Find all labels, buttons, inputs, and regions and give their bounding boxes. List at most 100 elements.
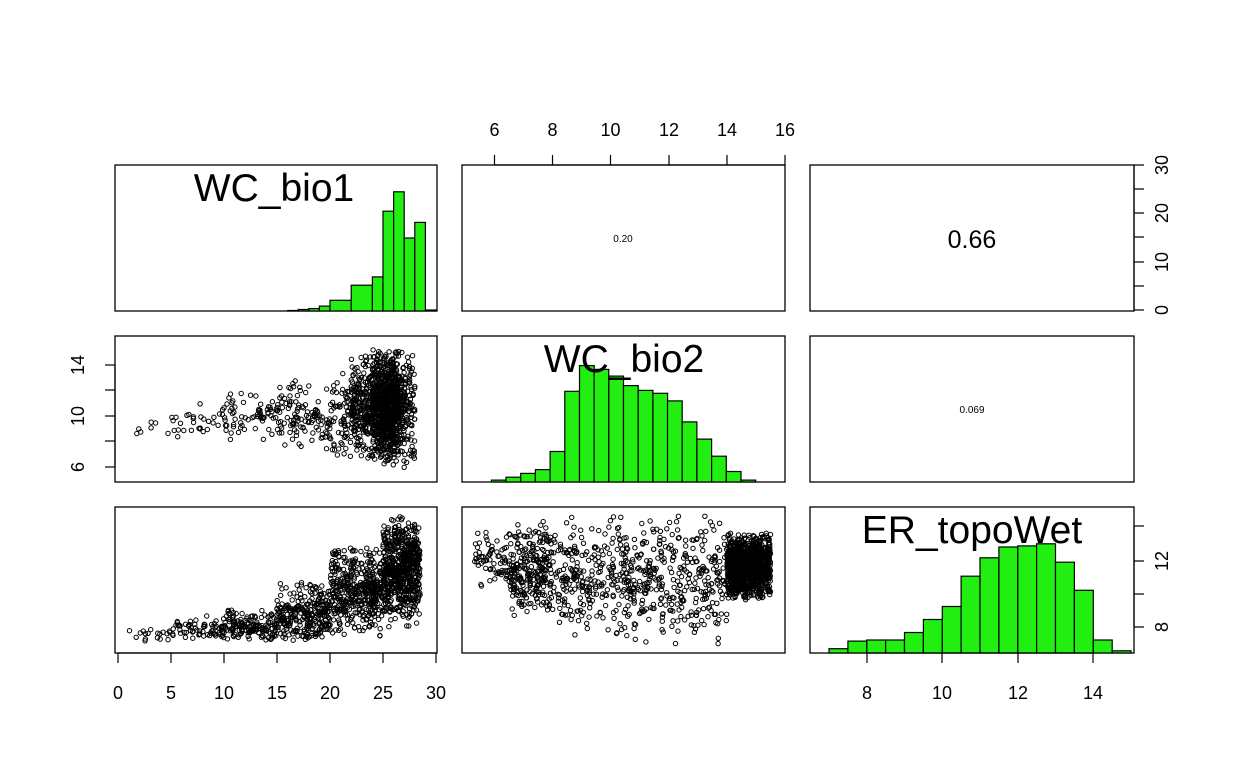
scatter-point bbox=[375, 611, 382, 617]
scatter-point bbox=[650, 605, 656, 612]
scatter-point bbox=[410, 391, 416, 397]
scatter-point bbox=[370, 426, 376, 433]
scatter-point bbox=[173, 622, 179, 628]
scatter-point bbox=[277, 384, 283, 391]
scatter-point bbox=[571, 524, 577, 530]
scatter-point bbox=[358, 453, 364, 459]
scatter-point bbox=[320, 434, 326, 441]
scatter-point bbox=[344, 575, 351, 582]
scatter-point bbox=[290, 380, 296, 387]
scatter-point bbox=[540, 583, 547, 590]
scatter-point bbox=[513, 534, 519, 540]
scatter-point bbox=[197, 401, 203, 407]
scatter-point bbox=[395, 516, 401, 522]
scatter-point bbox=[543, 537, 550, 543]
scatter-point bbox=[763, 533, 770, 539]
scatter-point bbox=[551, 550, 557, 556]
scatter-point bbox=[569, 514, 575, 521]
scatter-point bbox=[204, 632, 211, 638]
scatter-point bbox=[613, 607, 619, 614]
scatter-point bbox=[700, 547, 706, 554]
scatter-point bbox=[349, 613, 356, 619]
scatter-point bbox=[133, 634, 139, 640]
scatter-point bbox=[342, 390, 348, 396]
scatter-point bbox=[572, 632, 578, 638]
scatter-point bbox=[277, 395, 283, 401]
scatter-point bbox=[402, 374, 408, 381]
scatter-point bbox=[531, 557, 537, 564]
scatter-point bbox=[378, 389, 385, 395]
scatter-point bbox=[682, 587, 688, 594]
scatter-point bbox=[230, 424, 237, 430]
scatter-point bbox=[657, 528, 664, 534]
scatter-point bbox=[339, 390, 345, 396]
scatter-point bbox=[298, 443, 304, 449]
scatter-point bbox=[597, 609, 603, 615]
scatter-point bbox=[524, 608, 530, 615]
scatter-point bbox=[367, 563, 373, 569]
scatter-point bbox=[706, 554, 712, 560]
scatter-point bbox=[589, 526, 595, 532]
scatter-point bbox=[373, 589, 379, 596]
scatter-point bbox=[244, 616, 250, 622]
scatter-point bbox=[632, 582, 639, 588]
scatter-point bbox=[316, 413, 323, 419]
scatter-point bbox=[375, 376, 381, 382]
scatter-point bbox=[733, 591, 739, 597]
scatter-point bbox=[626, 574, 632, 581]
scatter-point bbox=[671, 584, 677, 591]
scatter-point bbox=[310, 430, 316, 436]
scatter-point bbox=[270, 634, 276, 640]
scatter-point bbox=[291, 427, 298, 433]
scatter-point bbox=[367, 576, 373, 582]
scatter-point bbox=[508, 541, 514, 547]
scatter-point bbox=[544, 603, 550, 609]
scatter-point bbox=[563, 520, 570, 526]
scatter-point bbox=[384, 546, 390, 552]
scatter-point bbox=[541, 547, 547, 554]
scatter-point bbox=[562, 612, 568, 618]
histogram-bar bbox=[424, 309, 437, 312]
scatter-point bbox=[557, 541, 564, 547]
scatter-point bbox=[693, 612, 699, 618]
scatter-point bbox=[285, 620, 291, 627]
scatter-point bbox=[349, 557, 356, 563]
scatter-point bbox=[319, 431, 325, 438]
scatter-point bbox=[414, 547, 420, 553]
scatter-point bbox=[488, 566, 494, 572]
scatter-point bbox=[488, 547, 495, 553]
scatter-point bbox=[377, 626, 383, 632]
scatter-point bbox=[718, 611, 724, 617]
scatter-point bbox=[392, 384, 398, 391]
scatter-point bbox=[567, 607, 574, 614]
scatter-point bbox=[392, 524, 399, 530]
scatter-point bbox=[537, 538, 544, 544]
scatter-point bbox=[405, 520, 412, 526]
scatter-point bbox=[647, 558, 653, 564]
scatter-point bbox=[388, 517, 395, 523]
scatter-point bbox=[550, 559, 556, 565]
scatter-point bbox=[606, 550, 613, 557]
scatter-point bbox=[298, 580, 305, 586]
scatter-point bbox=[315, 399, 321, 405]
scatter-point bbox=[395, 587, 401, 593]
scatter-point bbox=[700, 606, 707, 612]
scatter-point bbox=[342, 570, 348, 577]
scatter-point bbox=[389, 563, 396, 569]
scatter-point bbox=[401, 401, 407, 407]
scatter-point bbox=[557, 605, 563, 612]
scatter-point bbox=[386, 349, 392, 355]
scatter-point bbox=[487, 578, 493, 584]
scatter-point bbox=[289, 436, 296, 442]
scatter-point bbox=[682, 617, 688, 623]
scatter-point bbox=[198, 414, 204, 420]
scatter-point bbox=[675, 628, 681, 634]
scatter-point bbox=[254, 411, 261, 417]
scatter-point bbox=[365, 455, 371, 461]
histogram-bar bbox=[922, 618, 943, 654]
scatter-point bbox=[370, 347, 376, 353]
scatter-point bbox=[646, 564, 653, 570]
scatter-point bbox=[686, 579, 693, 586]
scatter-point bbox=[383, 370, 390, 376]
histogram-bar bbox=[903, 631, 924, 654]
